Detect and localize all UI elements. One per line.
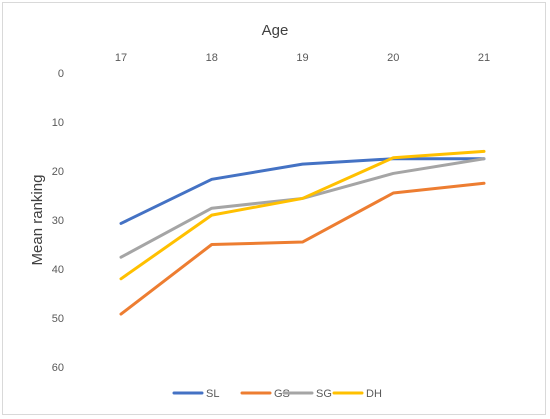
- y-tick-labels: 0 10 20 30 40 50 60: [52, 68, 64, 374]
- series-line-gs: [119, 181, 486, 316]
- series-lines: [119, 149, 486, 316]
- x-tick-label: 18: [206, 52, 218, 64]
- x-tick-label: 19: [296, 52, 308, 64]
- legend: SL GS SG DH: [172, 388, 382, 400]
- y-tick-label: 30: [52, 215, 64, 227]
- legend-label-sl: SL: [206, 388, 219, 400]
- y-tick-label: 20: [52, 166, 64, 178]
- chart-frame: [2, 2, 546, 415]
- y-tick-label: 40: [52, 264, 64, 276]
- legend-label-sg: SG: [316, 388, 332, 400]
- x-tick-labels: 17 18 19 20 21: [115, 52, 490, 64]
- series-line-dh: [119, 149, 486, 281]
- y-tick-label: 10: [52, 117, 64, 129]
- y-axis-title: Mean ranking: [29, 175, 46, 266]
- legend-label-gs: GS: [274, 388, 290, 400]
- series-line-sl: [119, 157, 486, 225]
- x-tick-label: 21: [478, 52, 490, 64]
- x-axis-title: Age: [262, 22, 289, 39]
- legend-label-dh: DH: [366, 388, 382, 400]
- y-tick-label: 60: [52, 362, 64, 374]
- y-tick-label: 0: [58, 68, 64, 80]
- x-tick-label: 20: [387, 52, 399, 64]
- x-tick-label: 17: [115, 52, 127, 64]
- y-tick-label: 50: [52, 313, 64, 325]
